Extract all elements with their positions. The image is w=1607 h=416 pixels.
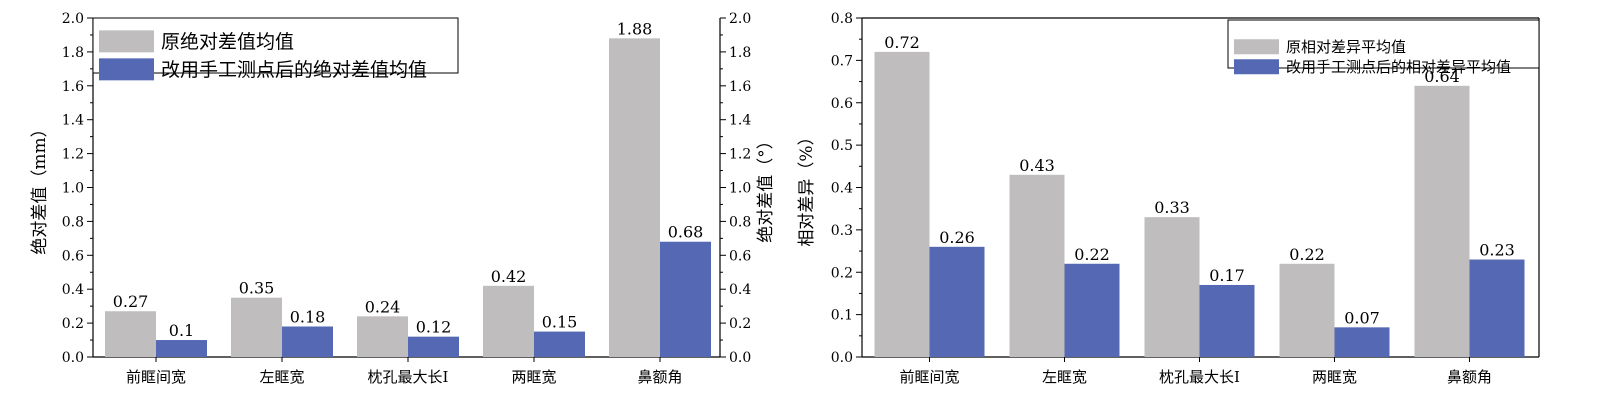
bar-original-3 [1279,263,1335,357]
y-tick-label: 0.6 [62,248,84,264]
y-tick-label: 0.5 [831,138,853,154]
bar-manual-4 [1469,259,1525,357]
legend-swatch-original [1234,39,1279,55]
y2-tick-label: 1.2 [729,147,751,163]
bar-manual-2 [1199,284,1255,357]
data-label: 0.07 [1344,308,1380,327]
data-label: 0.27 [113,292,149,311]
y-tick-label: 0.8 [62,214,84,230]
bar-manual-0 [929,246,985,357]
y-tick-label: 0.0 [62,350,84,366]
data-label: 0.68 [668,223,704,242]
legend-label: 改用手工测点后的绝对差值均值 [161,59,427,81]
category-label: 枕孔最大长I [1159,368,1240,386]
y-tick-label: 0.2 [62,316,84,332]
category-label: 鼻额角 [1447,368,1492,386]
legend-box [1227,19,1540,69]
data-label: 0.12 [416,318,452,337]
data-label: 0.23 [1479,241,1515,260]
bar-original-4 [1414,85,1470,358]
y2-tick-label: 0.4 [729,282,751,298]
y-tick-label: 1.4 [62,113,84,129]
category-label: 枕孔最大长I [368,368,449,386]
bar-original-1 [231,297,282,357]
bar-manual-2 [408,336,459,357]
bar-original-2 [357,316,408,357]
y-tick-label: 0.4 [62,282,84,298]
chart-relative-difference: 0.0 0.1 0.2 0.3 0.4 0.5 0.6 0.7 0.8 0.72 0.26 前眶间宽 0… [797,11,1540,386]
y2-tick-label: 1.8 [729,45,751,61]
bar-manual-4 [660,241,711,357]
category-label: 两眶宽 [511,368,556,386]
data-label: 0.42 [491,267,527,286]
y2-tick-label: 0.6 [729,248,751,264]
y-tick-label: 0.7 [831,53,853,69]
bar-original-0 [105,311,156,357]
category-label: 左眶宽 [1042,368,1087,386]
y2-tick-label: 1.6 [729,79,751,95]
y-tick-label: 1.0 [62,181,84,197]
y2-tick-label: 1.4 [729,113,751,129]
y-tick-label: 0.3 [831,223,853,239]
legend-swatch-manual [99,58,154,81]
data-label: 0.15 [542,313,578,332]
data-label: 0.33 [1154,198,1190,217]
category-label: 两眶宽 [1312,368,1357,386]
y-tick-label: 0.2 [831,265,853,281]
y-tick-label: 0.4 [831,181,853,197]
data-label: 0.22 [1074,245,1110,264]
data-label: 0.35 [239,279,275,298]
data-label: 0.43 [1019,156,1055,175]
y-tick-label: 1.2 [62,147,84,163]
data-label: 0.72 [884,33,920,52]
legend-label: 改用手工测点后的相对差异平均值 [1286,58,1511,76]
bar-manual-1 [1064,263,1120,357]
bar-manual-3 [1334,327,1390,357]
data-label: 0.17 [1209,266,1245,285]
y2-axis-title: 绝对差值（°） [756,132,776,243]
y-axis-title: 相对差异（%） [797,128,817,246]
data-label: 0.26 [939,228,975,247]
y2-tick-label: 1.0 [729,181,751,197]
category-label: 鼻额角 [637,368,682,386]
data-label: 0.22 [1289,245,1325,264]
legend-label: 原相对差异平均值 [1286,38,1406,56]
bar-original-3 [483,285,534,357]
y-tick-label: 2.0 [62,11,84,27]
data-label: 0.1 [169,321,194,340]
y2-tick-label: 2.0 [729,11,751,27]
y-tick-label: 0.0 [831,350,853,366]
y2-tick-label: 0.0 [729,350,751,366]
y-axis-title: 绝对差值（mm） [30,120,50,254]
category-label: 前眶间宽 [126,368,186,386]
data-label: 0.24 [365,297,401,316]
y-tick-label: 1.8 [62,45,84,61]
bar-manual-1 [282,326,333,357]
bar-manual-3 [534,331,585,357]
y-tick-label: 1.6 [62,79,84,95]
data-label: 0.18 [290,307,326,326]
y-tick-label: 0.8 [831,11,853,27]
y-tick-label: 0.6 [831,96,853,112]
chart-absolute-difference: 0.0 0.0 0.2 0.2 0.4 0.4 0.6 0.6 0.8 0.8 1.0 1.0 1.2 1… [30,11,776,386]
category-label: 前眶间宽 [899,368,959,386]
bar-original-1 [1009,174,1065,357]
data-label: 1.88 [617,19,653,38]
legend-label: 原绝对差值均值 [161,31,294,53]
bar-original-0 [874,51,930,358]
y2-tick-label: 0.8 [729,214,751,230]
bar-original-2 [1144,217,1200,357]
legend-swatch-manual [1234,59,1279,75]
legend-swatch-original [99,30,154,53]
bar-original-4 [609,38,660,358]
category-label: 左眶宽 [259,368,304,386]
bar-manual-0 [156,340,207,357]
y-tick-label: 0.1 [831,308,853,324]
y2-tick-label: 0.2 [729,316,751,332]
data-label: 0.64 [1424,67,1460,86]
